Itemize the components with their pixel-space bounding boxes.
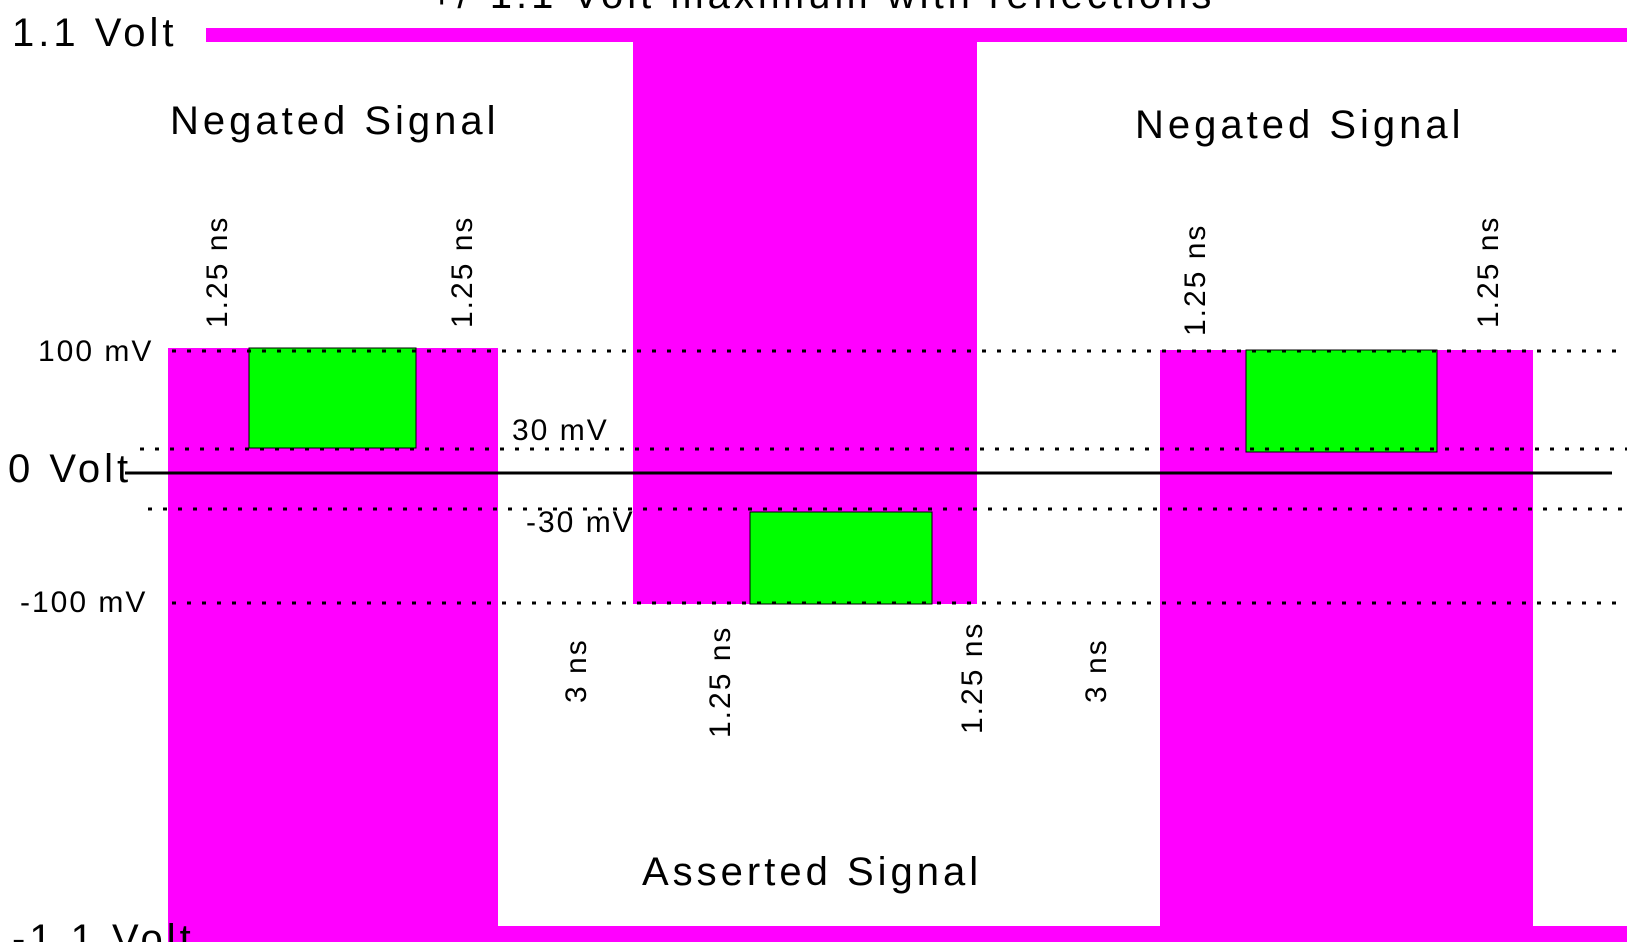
label-bottom-voltage: -1.1 Volt xyxy=(12,917,195,942)
timing-label-lower-1: 3 ns xyxy=(560,638,593,703)
label-top-voltage: 1.1 Volt xyxy=(12,11,177,55)
label-minus-100mv: -100 mV xyxy=(20,586,147,619)
label-asserted: Asserted Signal xyxy=(642,850,982,894)
label-negated-right: Negated Signal xyxy=(1135,103,1465,147)
label-zero-voltage: 0 Volt xyxy=(8,447,132,491)
timing-label-upper-3: 1.25 ns xyxy=(1179,224,1212,336)
valid-window-middle xyxy=(749,511,933,605)
timing-label-lower-4: 3 ns xyxy=(1080,638,1113,703)
top-rail xyxy=(206,28,1627,42)
timing-label-upper-2: 1.25 ns xyxy=(446,216,479,328)
label-minus-30mv: -30 mV xyxy=(526,506,635,539)
valid-window-left xyxy=(248,347,417,449)
valid-window-right xyxy=(1245,349,1438,453)
diagram-title: +/-1.1 Volt maximum with reflections xyxy=(430,0,1215,17)
timing-label-upper-4: 1.25 ns xyxy=(1472,216,1505,328)
label-plus-30mv: 30 mV xyxy=(512,414,609,447)
timing-label-lower-2: 1.25 ns xyxy=(704,626,737,738)
bottom-rail xyxy=(168,926,1627,942)
label-plus-100mv: 100 mV xyxy=(38,335,153,368)
timing-label-lower-3: 1.25 ns xyxy=(956,622,989,734)
label-negated-left: Negated Signal xyxy=(170,99,500,143)
timing-label-upper-1: 1.25 ns xyxy=(201,216,234,328)
